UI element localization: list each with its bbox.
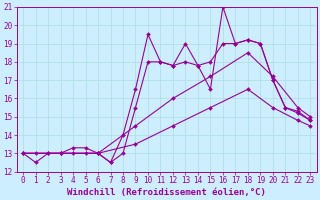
X-axis label: Windchill (Refroidissement éolien,°C): Windchill (Refroidissement éolien,°C) [67, 188, 266, 197]
